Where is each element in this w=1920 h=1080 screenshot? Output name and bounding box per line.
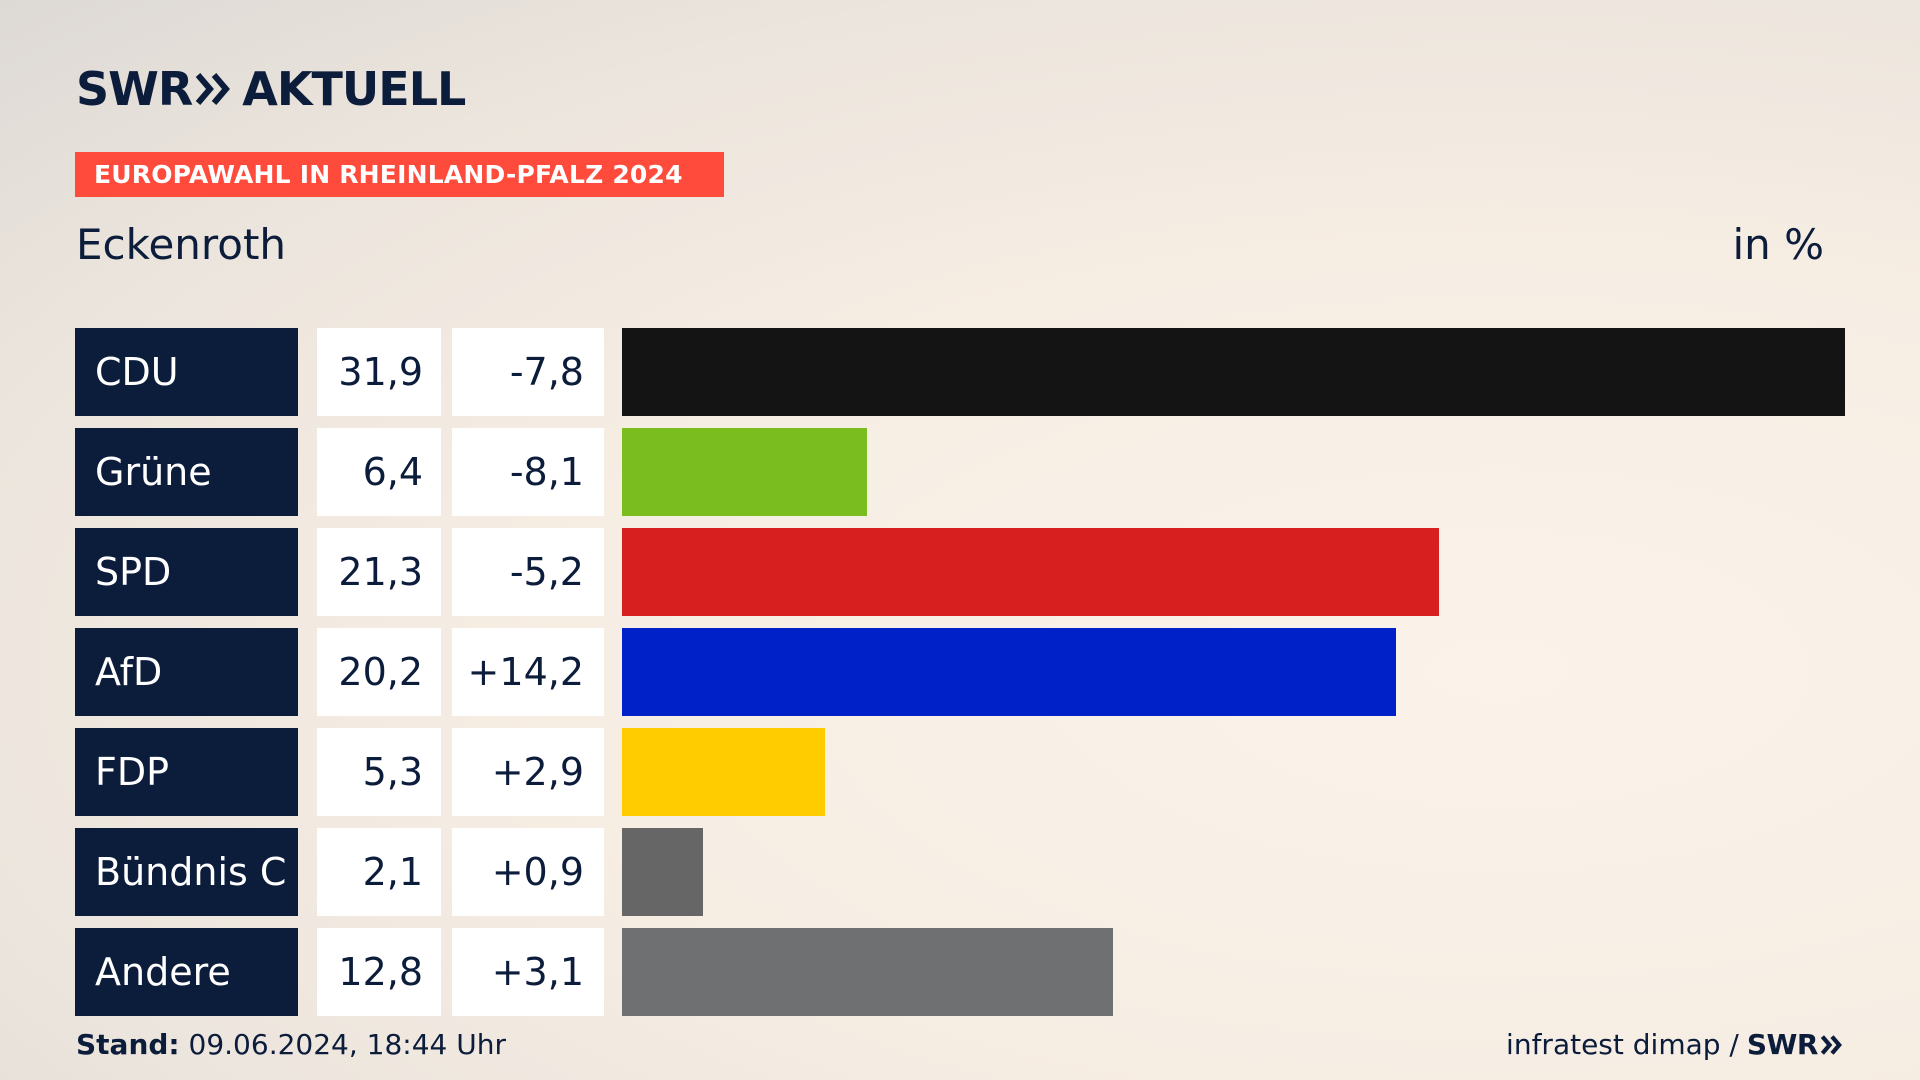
brand-aktuell: AKTUELL: [242, 62, 466, 116]
stand-label: Stand:: [76, 1028, 180, 1061]
unit-label: in %: [1732, 220, 1824, 269]
vote-share-value: 20,2: [317, 628, 441, 716]
vote-share-value: 12,8: [317, 928, 441, 1016]
source-brand: SWR: [1746, 1028, 1819, 1061]
source-credit: infratest dimap / SWR: [1506, 1028, 1844, 1061]
party-label: SPD: [75, 528, 298, 616]
timestamp: Stand: 09.06.2024, 18:44 Uhr: [76, 1028, 506, 1061]
swr-mini-logo: SWR: [1746, 1028, 1844, 1061]
party-label: AfD: [75, 628, 298, 716]
brand-swr: SWR: [76, 62, 193, 116]
vote-change-value: +2,9: [452, 728, 604, 816]
vote-share-value: 2,1: [317, 828, 441, 916]
vote-share-value: 21,3: [317, 528, 441, 616]
result-bar: [622, 928, 1113, 1016]
vote-share-value: 5,3: [317, 728, 441, 816]
vote-share-value: 31,9: [317, 328, 441, 416]
result-bar: [622, 328, 1845, 416]
double-chevron-icon: [1820, 1035, 1842, 1056]
vote-change-value: +14,2: [452, 628, 604, 716]
result-bar: [622, 528, 1439, 616]
swr-aktuell-logo: SWR AKTUELL: [76, 62, 466, 116]
vote-change-value: +0,9: [452, 828, 604, 916]
vote-change-value: -7,8: [452, 328, 604, 416]
place-title: Eckenroth: [76, 220, 287, 269]
vote-change-value: +3,1: [452, 928, 604, 1016]
party-label: Bündnis C: [75, 828, 298, 916]
result-bar: [622, 428, 867, 516]
party-label: FDP: [75, 728, 298, 816]
double-chevron-icon: [196, 73, 231, 105]
result-bar: [622, 628, 1396, 716]
result-bar: [622, 828, 703, 916]
result-bar: [622, 728, 825, 816]
party-label: Grüne: [75, 428, 298, 516]
party-label: CDU: [75, 328, 298, 416]
party-label: Andere: [75, 928, 298, 1016]
election-banner: EUROPAWAHL IN RHEINLAND-PFALZ 2024: [75, 152, 724, 197]
stand-value: 09.06.2024, 18:44 Uhr: [188, 1028, 506, 1061]
vote-change-value: -8,1: [452, 428, 604, 516]
vote-change-value: -5,2: [452, 528, 604, 616]
source-text: infratest dimap /: [1506, 1028, 1739, 1061]
vote-share-value: 6,4: [317, 428, 441, 516]
